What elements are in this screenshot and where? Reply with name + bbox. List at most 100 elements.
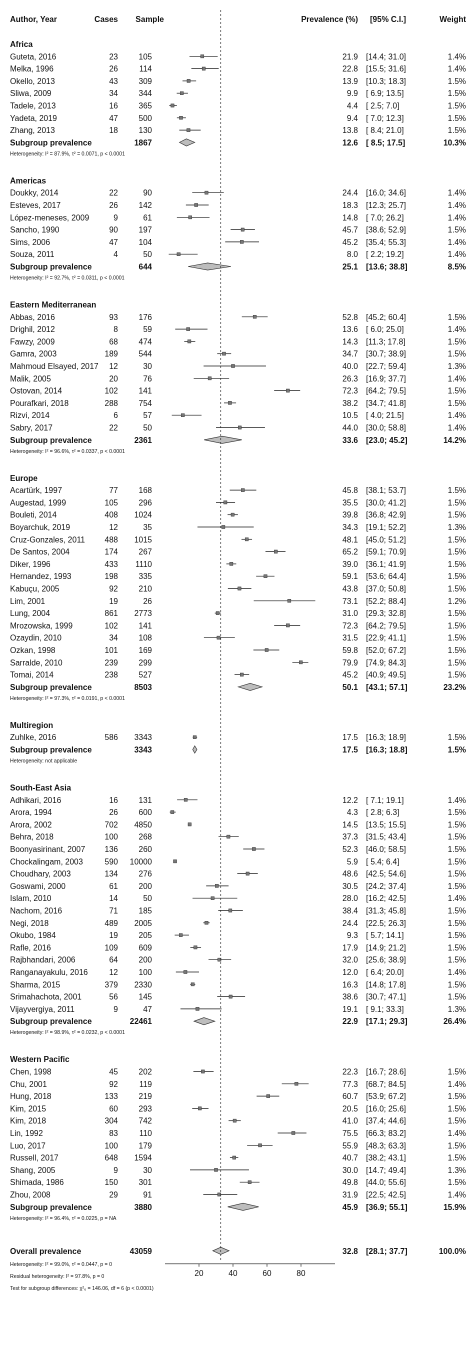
study-weight: 1.5% xyxy=(448,1178,466,1187)
study-estimate-marker xyxy=(194,203,198,207)
study-prevalence: 13.6 xyxy=(342,325,358,334)
overall-prevalence-ci: [28.1; 37.7] xyxy=(366,1247,408,1256)
study-sample: 335 xyxy=(139,572,153,581)
study-ci: [14.7; 49.4] xyxy=(366,1166,406,1175)
study-label: Hung, 2018 xyxy=(10,1092,52,1101)
study-weight: 1.4% xyxy=(448,250,466,259)
study-label: Drighil, 2012 xyxy=(10,325,55,334)
subgroup-prevalence-prevalence: 50.1 xyxy=(342,683,358,692)
study-label: Zuhlke, 2016 xyxy=(10,733,57,742)
study-sample: 268 xyxy=(139,833,153,842)
subgroup-heterogeneity: Heterogeneity: I² = 98.9%, τ² = 0.0232, … xyxy=(10,1030,125,1036)
study-estimate-marker xyxy=(215,611,220,615)
study-prevalence: 28.0 xyxy=(342,894,358,903)
study-prevalence: 39.8 xyxy=(342,511,358,520)
subgroup-prevalence-sample: 2361 xyxy=(134,436,152,445)
study-weight: 1.5% xyxy=(448,943,466,952)
study-cases: 9 xyxy=(114,1005,119,1014)
study-ci: [52.2; 88.4] xyxy=(366,597,406,606)
study-cases: 22 xyxy=(109,189,118,198)
study-estimate-marker xyxy=(286,623,290,628)
study-ci: [ 4.0; 21.5] xyxy=(366,411,404,420)
study-ci: [53.9; 67.2] xyxy=(366,1092,406,1101)
study-sample: 299 xyxy=(139,658,153,667)
study-cases: 101 xyxy=(105,646,119,655)
study-estimate-marker xyxy=(201,1069,205,1074)
study-sample: 296 xyxy=(139,498,153,507)
study-estimate-marker xyxy=(200,54,205,59)
subgroup-prevalence-sample: 3343 xyxy=(134,746,152,755)
study-weight: 1.5% xyxy=(448,313,466,322)
study-cases: 83 xyxy=(109,1129,118,1138)
study-cases: 26 xyxy=(109,65,118,74)
study-weight: 1.4% xyxy=(448,894,466,903)
subgroup-prevalence-weight: 10.3% xyxy=(443,138,466,147)
study-weight: 1.4% xyxy=(448,796,466,805)
study-cases: 22 xyxy=(109,424,118,433)
subgroup-heterogeneity: Heterogeneity: not applicable xyxy=(10,759,77,765)
study-label: Arora, 2002 xyxy=(10,820,52,829)
study-estimate-marker xyxy=(195,1007,200,1011)
study-weight: 1.5% xyxy=(448,870,466,879)
study-cases: 109 xyxy=(105,943,119,952)
study-label: Arora, 1994 xyxy=(10,808,52,817)
study-estimate-marker xyxy=(240,240,244,244)
study-label: Kim, 2018 xyxy=(10,1117,47,1126)
study-estimate-marker xyxy=(198,1106,202,1111)
subgroup-prevalence-ci: [36.9; 55.1] xyxy=(366,1203,408,1212)
study-weight: 1.2% xyxy=(448,597,466,606)
study-prevalence: 8.0 xyxy=(347,250,359,259)
study-label: Sims, 2006 xyxy=(10,238,51,247)
study-weight: 1.4% xyxy=(448,411,466,420)
study-ci: [ 2.2; 19.2] xyxy=(366,250,404,259)
study-label: Hernandez, 1993 xyxy=(10,572,72,581)
study-weight: 1.5% xyxy=(448,646,466,655)
study-weight: 1.3% xyxy=(448,1166,466,1175)
study-label: Sabry, 2017 xyxy=(10,424,53,433)
group-title: Western Pacific xyxy=(10,1055,70,1064)
study-sample: 114 xyxy=(139,65,152,74)
study-sample: 205 xyxy=(139,931,153,940)
study-label: Gamra, 2003 xyxy=(10,350,57,359)
study-ci: [ 7.1; 19.1] xyxy=(366,796,404,805)
study-weight: 1.4% xyxy=(448,238,466,247)
study-prevalence: 20.5 xyxy=(342,1104,358,1113)
study-prevalence: 72.3 xyxy=(342,387,358,396)
study-ci: [22.7; 59.4] xyxy=(366,362,406,371)
study-cases: 12 xyxy=(109,362,118,371)
study-cases: 18 xyxy=(109,126,118,135)
study-ci: [34.7; 41.8] xyxy=(366,399,406,408)
study-sample: 200 xyxy=(139,956,153,965)
subgroup-prevalence-ci: [43.1; 57.1] xyxy=(366,683,408,692)
study-sample: 100 xyxy=(139,968,153,977)
study-ci: [42.5; 54.6] xyxy=(366,870,406,879)
study-sample: 35 xyxy=(143,523,152,532)
study-prevalence: 77.3 xyxy=(342,1080,358,1089)
study-ci: [45.2; 60.4] xyxy=(366,313,406,322)
subgroup-prevalence-sample: 22461 xyxy=(130,1017,153,1026)
study-weight: 1.5% xyxy=(448,572,466,581)
study-prevalence: 4.3 xyxy=(347,808,359,817)
column-header-prevalence: Prevalence (%) xyxy=(301,15,358,24)
study-sample: 141 xyxy=(139,621,153,630)
study-prevalence: 79.9 xyxy=(342,658,358,667)
study-prevalence: 65.2 xyxy=(342,548,358,557)
study-prevalence: 14.5 xyxy=(342,820,358,829)
study-weight: 1.5% xyxy=(448,956,466,965)
study-label: Okello, 2013 xyxy=(10,77,55,86)
footnote: Heterogeneity: I² = 99.0%, τ² = 0.0447, … xyxy=(10,1262,112,1268)
study-weight: 1.5% xyxy=(448,733,466,742)
study-ci: [24.2; 37.4] xyxy=(366,882,406,891)
study-label: Rajbhandari, 2006 xyxy=(10,956,76,965)
study-sample: 10000 xyxy=(130,857,153,866)
study-estimate-marker xyxy=(291,1131,296,1135)
study-prevalence: 49.8 xyxy=(342,1178,358,1187)
subgroup-prevalence-sample: 1867 xyxy=(134,138,152,147)
group-title: South-East Asia xyxy=(10,784,72,793)
study-weight: 1.4% xyxy=(448,1191,466,1200)
study-estimate-marker xyxy=(240,672,244,677)
subgroup-prevalence-diamond xyxy=(178,138,196,147)
study-weight: 1.5% xyxy=(448,671,466,680)
study-weight: 1.5% xyxy=(448,857,466,866)
study-prevalence: 31.5 xyxy=(342,634,358,643)
